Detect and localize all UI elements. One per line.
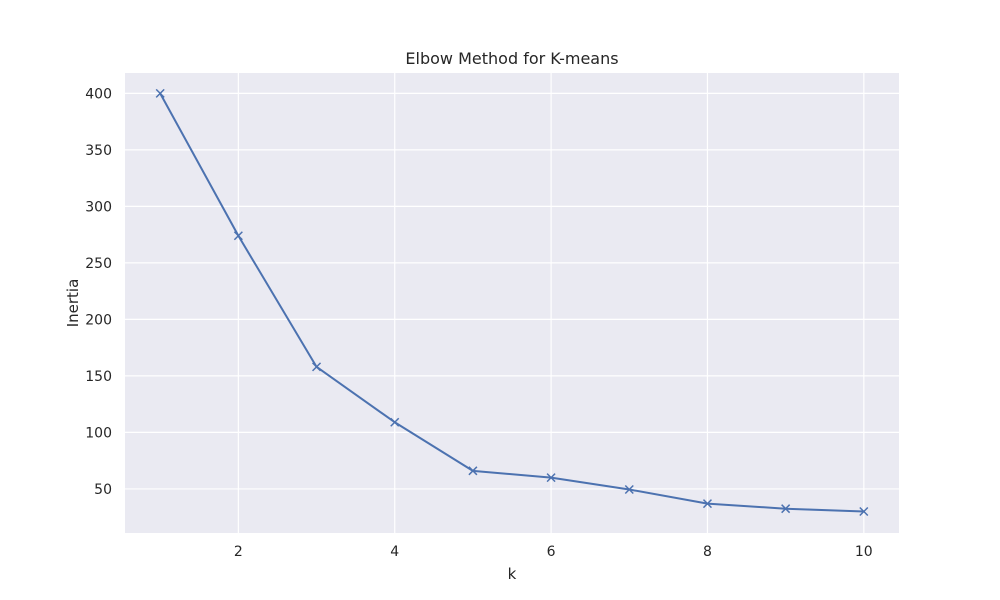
x-axis-label: k — [508, 565, 517, 583]
y-tick-label: 350 — [85, 143, 112, 159]
data-point-marker — [702, 499, 712, 509]
series — [155, 88, 869, 517]
plot-area — [125, 73, 899, 533]
data-point-marker — [155, 88, 165, 98]
y-axis-label: Inertia — [64, 279, 82, 328]
data-point-marker — [624, 484, 634, 495]
y-tick-label: 150 — [85, 369, 112, 385]
tick-labels: 2 4 6 8 10 50 100 150 200 250 300 350 400 — [85, 86, 872, 560]
x-tick-label: 8 — [703, 544, 712, 560]
y-tick-label: 300 — [85, 199, 112, 215]
grid — [125, 73, 899, 533]
y-tick-label: 100 — [85, 425, 112, 441]
data-point-marker — [233, 231, 243, 241]
y-tick-label: 200 — [85, 312, 112, 328]
series-line — [159, 92, 864, 513]
data-point-marker — [390, 417, 400, 427]
y-tick-label: 400 — [85, 86, 112, 102]
data-point-marker — [468, 466, 478, 476]
y-tick-label: 250 — [85, 256, 112, 272]
data-point-marker — [859, 506, 869, 517]
chart-title: Elbow Method for K-means — [405, 49, 618, 68]
x-tick-label: 2 — [234, 544, 243, 560]
x-tick-label: 10 — [855, 544, 873, 560]
data-point-marker — [546, 473, 556, 483]
y-tick-label: 50 — [94, 482, 112, 498]
data-point-marker — [312, 362, 322, 372]
data-point-marker — [781, 504, 791, 514]
x-tick-label: 6 — [547, 544, 556, 560]
x-tick-label: 4 — [390, 544, 399, 560]
